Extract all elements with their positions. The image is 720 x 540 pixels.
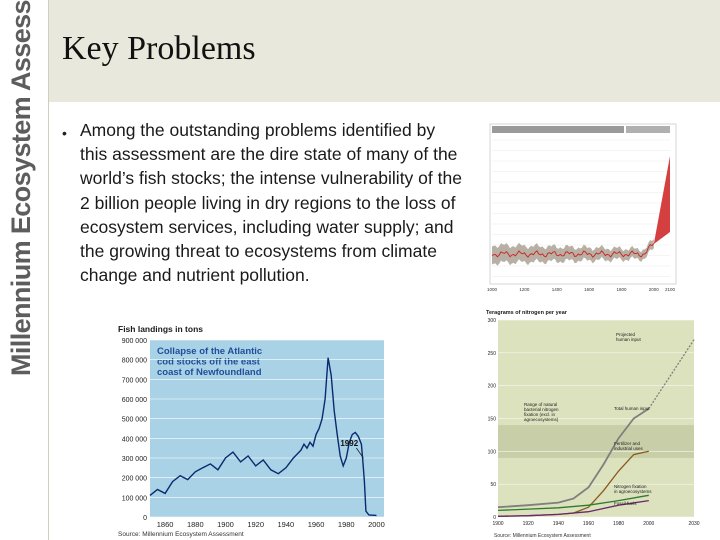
nitrogen-series-line bbox=[497, 494, 649, 512]
nitrogen-x-tick-label: 1920 bbox=[523, 521, 534, 527]
sidebar: Millennium Ecosystem Assessment bbox=[0, 0, 50, 540]
nitrogen-x-tick-label: 1900 bbox=[492, 521, 503, 527]
fish-y-tick-label: 700 000 bbox=[122, 377, 147, 384]
fish-chart-source: Source: Millennium Ecosystem Assessment bbox=[118, 531, 244, 538]
climate-x-tick-label: 1800 bbox=[616, 287, 627, 292]
climate-x-tick-label: 2100 bbox=[665, 287, 676, 292]
header-band bbox=[48, 0, 720, 102]
nitrogen-y-tick-label: 150 bbox=[488, 417, 497, 423]
fish-y-tick-label: 100 000 bbox=[122, 495, 147, 502]
nitrogen-annotation: Nitrogen fixation in agroecosystems bbox=[614, 484, 652, 494]
nitrogen-y-tick-label: 300 bbox=[488, 318, 497, 324]
nitrogen-y-tick-label: 200 bbox=[488, 384, 497, 390]
fish-1992-marker bbox=[356, 447, 364, 459]
climate-x-tick-label: 1400 bbox=[552, 287, 563, 292]
fish-y-tick-label: 200 000 bbox=[122, 476, 147, 483]
nitrogen-chart: Teragrams of nitrogen per year 0 50 100 150… bbox=[482, 306, 702, 540]
nitrogen-annotation-line: Total human input bbox=[614, 406, 650, 411]
nitrogen-x-tick-label: 2030 bbox=[688, 521, 699, 527]
fish-y-tick-label: 500 000 bbox=[122, 417, 147, 424]
fish-x-tick-label: 1980 bbox=[338, 520, 355, 529]
climate-chart-x-ticks: 1000 1200 1400 1600 1800 2000 2100 bbox=[487, 287, 676, 292]
fish-x-tick-label: 1900 bbox=[217, 520, 234, 529]
climate-temperature-line bbox=[491, 243, 655, 258]
climate-chart-header-bar-right bbox=[626, 126, 670, 133]
climate-x-tick-label: 2000 bbox=[649, 287, 660, 292]
fish-x-tick-label: 1880 bbox=[187, 520, 204, 529]
nitrogen-x-tick-label: 1980 bbox=[613, 521, 624, 527]
nitrogen-annotation: Projected human input bbox=[616, 332, 642, 342]
nitrogen-y-tick-label: 0 bbox=[493, 515, 496, 521]
fish-annotation-line: coast of Newfoundland bbox=[157, 367, 262, 378]
brand-logo-text: Millennium Ecosystem Assessment bbox=[6, 0, 36, 376]
nitrogen-annotation-line: industrial uses bbox=[614, 446, 644, 451]
nitrogen-y-tick-label: 100 bbox=[488, 449, 497, 455]
fish-y-tick-label: 900 000 bbox=[122, 338, 147, 345]
fish-1992-label: 1992 bbox=[340, 439, 358, 448]
fish-x-tick-label: 1960 bbox=[308, 520, 325, 529]
nitrogen-y-tick-label: 50 bbox=[490, 482, 496, 488]
nitrogen-chart-x-ticks: 1900 1920 1940 1960 1980 2000 2030 bbox=[492, 521, 699, 527]
fish-x-tick-label: 1860 bbox=[157, 520, 174, 529]
nitrogen-annotation: Fertilizer and industrial uses bbox=[614, 441, 644, 451]
nitrogen-annotation-line: Projected bbox=[616, 332, 636, 337]
slide-title: Key Problems bbox=[62, 30, 256, 67]
nitrogen-chart-title: Teragrams of nitrogen per year bbox=[486, 310, 568, 316]
fish-y-tick-label: 600 000 bbox=[122, 397, 147, 404]
nitrogen-annotation: Total human input bbox=[614, 406, 650, 411]
nitrogen-annotation-line: in agroecosystems bbox=[614, 489, 652, 494]
nitrogen-annotations: Projected human input Range of natural bact… bbox=[524, 332, 652, 506]
nitrogen-x-tick-label: 1960 bbox=[583, 521, 594, 527]
nitrogen-annotation-line: Nitrogen fixation bbox=[614, 484, 647, 489]
climate-x-tick-label: 1000 bbox=[487, 287, 498, 292]
natural-fixation-range bbox=[498, 425, 694, 458]
climate-uncertainty-band bbox=[492, 239, 654, 266]
fish-y-tick-label: 0 bbox=[143, 515, 147, 522]
fish-x-tick-label: 2000 bbox=[368, 520, 385, 529]
nitrogen-series-line bbox=[497, 499, 649, 517]
climate-chart: 1000 1200 1400 1600 1800 2000 2100 bbox=[478, 104, 682, 304]
fish-landings-chart: Fish landings in tons Collapse of the At… bbox=[112, 320, 392, 540]
fish-landings-line bbox=[149, 357, 377, 517]
fish-chart-title: Fish landings in tons bbox=[118, 324, 203, 334]
divider-line bbox=[48, 0, 49, 540]
nitrogen-x-tick-label: 2000 bbox=[643, 521, 654, 527]
climate-x-tick-label: 1200 bbox=[519, 287, 530, 292]
fish-chart-annotation: Collapse of the Atlantic cod stocks off t… bbox=[157, 346, 262, 378]
climate-x-tick-label: 1600 bbox=[584, 287, 595, 292]
fish-x-tick-label: 1940 bbox=[278, 520, 295, 529]
fish-y-tick-label: 300 000 bbox=[122, 456, 147, 463]
fish-annotation-line: cod stocks off the east bbox=[157, 357, 261, 368]
nitrogen-annotation: Range of natural bacterial nitrogen fixati… bbox=[524, 402, 559, 422]
fish-annotation-line: Collapse of the Atlantic bbox=[157, 346, 262, 357]
nitrogen-series-line bbox=[497, 407, 650, 509]
fish-chart-x-ticks: 1860 1880 1900 1920 1940 1960 1980 2000 bbox=[157, 520, 385, 529]
bullet-text: Among the outstanding problems identifie… bbox=[80, 120, 462, 286]
bullet-icon: • bbox=[62, 125, 67, 141]
nitrogen-annotation: Fossil fuels bbox=[614, 501, 637, 506]
fish-chart-panel bbox=[150, 340, 384, 517]
climate-chart-header-bar bbox=[492, 126, 624, 133]
fish-chart-y-ticks: 0 100 000 200 000 300 000 400 000 500 000 600 … bbox=[122, 338, 147, 522]
nitrogen-chart-source: Source: Millennium Ecosystem Assessment bbox=[494, 533, 591, 539]
nitrogen-series bbox=[497, 339, 695, 517]
nitrogen-x-tick-label: 1940 bbox=[553, 521, 564, 527]
nitrogen-annotation-line: Fertilizer and bbox=[614, 441, 641, 446]
fish-y-tick-label: 800 000 bbox=[122, 358, 147, 365]
nitrogen-annotation-line: Range of natural bbox=[524, 402, 557, 407]
nitrogen-annotation-line: Fossil fuels bbox=[614, 501, 637, 506]
fish-y-tick-label: 400 000 bbox=[122, 436, 147, 443]
nitrogen-chart-y-ticks: 0 50 100 150 200 250 300 bbox=[488, 318, 694, 521]
nitrogen-y-tick-label: 250 bbox=[488, 351, 497, 357]
nitrogen-annotation-line: agroecosystems) bbox=[524, 417, 559, 422]
nitrogen-annotation-line: bacterial nitrogen bbox=[524, 407, 559, 412]
nitrogen-annotation-line: human input bbox=[616, 337, 642, 342]
nitrogen-annotation-line: fixation (excl. in bbox=[524, 412, 556, 417]
fish-x-tick-label: 1920 bbox=[247, 520, 264, 529]
